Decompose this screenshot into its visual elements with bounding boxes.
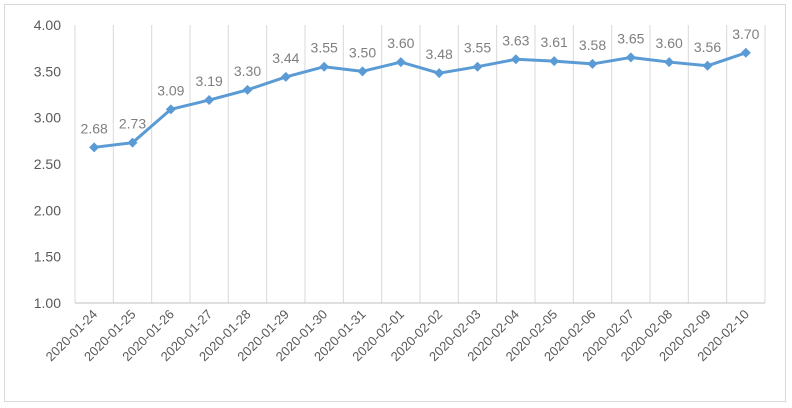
y-tick-label: 1.50 [34, 249, 61, 265]
y-tick-label: 3.50 [34, 63, 61, 79]
data-label: 3.19 [196, 73, 223, 89]
data-point-marker [395, 57, 406, 68]
data-label: 3.70 [732, 26, 759, 42]
y-axis-ticks: 1.00 1.50 2.00 2.50 3.00 3.50 4.00 [34, 17, 61, 311]
data-point-marker [357, 66, 368, 77]
data-point-marker [319, 61, 330, 72]
data-labels: 2.68 2.73 3.09 3.19 3.30 3.44 3.55 3.50 3.60 3.48… [81, 26, 760, 137]
series-line-path [93, 51, 747, 149]
data-label: 3.63 [502, 32, 529, 48]
data-point-marker [740, 47, 751, 58]
data-label: 3.30 [234, 63, 261, 79]
data-label: 2.73 [119, 116, 146, 132]
data-label: 3.09 [157, 82, 184, 98]
y-tick-label: 2.50 [34, 156, 61, 172]
y-tick-label: 1.00 [34, 295, 61, 311]
data-label: 3.48 [426, 46, 453, 62]
y-tick-label: 3.00 [34, 110, 61, 126]
data-label: 3.55 [464, 40, 491, 56]
data-label: 2.68 [81, 120, 108, 136]
data-label: 3.60 [656, 35, 683, 51]
line-chart: 1.00 1.50 2.00 2.50 3.00 3.50 4.00 2020-01-242… [34, 17, 766, 365]
data-point-marker [89, 142, 100, 153]
data-label: 3.65 [617, 30, 644, 46]
data-label: 3.56 [694, 39, 721, 55]
x-axis-ticks: 2020-01-242020-01-252020-01-262020-01-27… [43, 307, 752, 365]
data-point-marker [434, 68, 445, 79]
y-tick-label: 2.00 [34, 202, 61, 218]
data-label: 3.50 [349, 44, 376, 60]
data-point-marker [664, 57, 675, 68]
data-point-marker [702, 60, 713, 71]
data-label: 3.44 [272, 50, 299, 66]
data-label: 3.58 [579, 37, 606, 53]
data-point-marker [625, 52, 636, 63]
data-point-marker [549, 56, 560, 67]
data-label: 3.55 [311, 40, 338, 56]
data-point-marker [127, 137, 138, 148]
data-point-marker [587, 58, 598, 69]
data-point-marker [510, 54, 521, 65]
data-point-marker [165, 104, 176, 115]
data-point-marker [242, 84, 253, 95]
data-label: 3.61 [541, 34, 568, 50]
data-point-marker [204, 95, 215, 106]
data-point-marker [472, 61, 483, 72]
chart-frame: 1.00 1.50 2.00 2.50 3.00 3.50 4.00 2020-01-24 2… [4, 4, 786, 402]
y-tick-label: 4.00 [34, 17, 61, 33]
series-line [93, 51, 747, 149]
data-label: 3.60 [387, 35, 414, 51]
data-point-marker [280, 71, 291, 82]
